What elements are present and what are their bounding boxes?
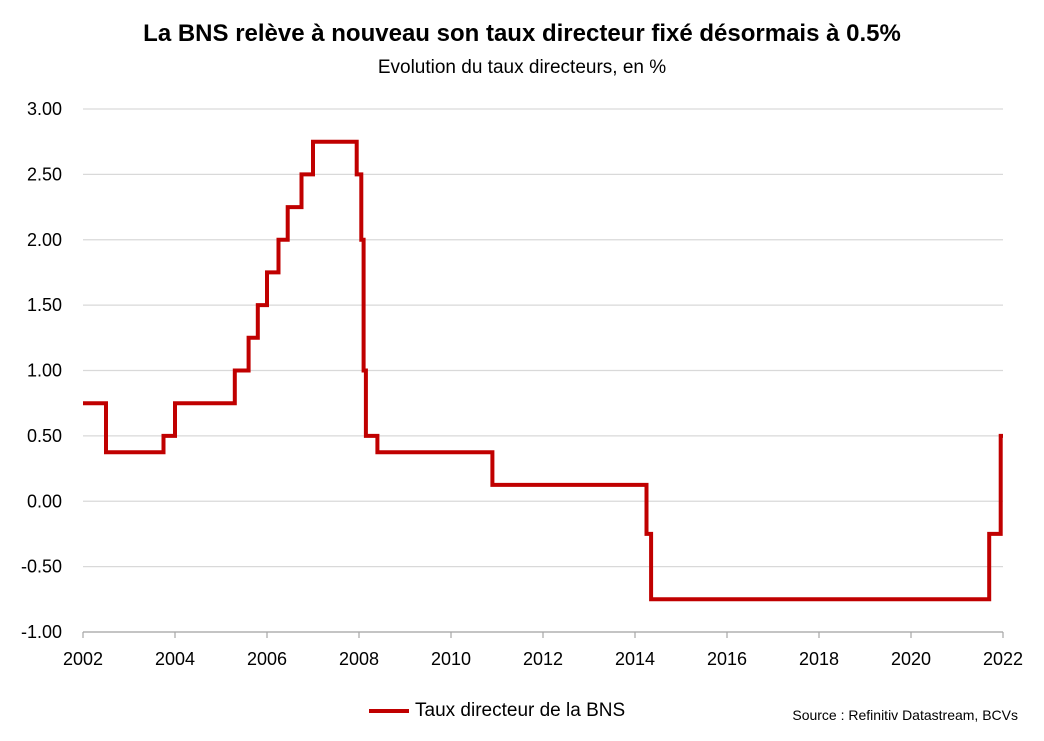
x-tick-label-1: 2004 xyxy=(155,649,195,669)
y-tick-label-7: 2.50 xyxy=(27,164,62,184)
legend: Taux directeur de la BNS xyxy=(369,700,625,722)
legend-swatch xyxy=(369,709,409,713)
x-tick-label-9: 2020 xyxy=(891,649,931,669)
source-note: Source : Refinitiv Datastream, BCVs xyxy=(792,707,1018,723)
y-tick-label-5: 1.50 xyxy=(27,295,62,315)
x-tick-label-7: 2016 xyxy=(707,649,747,669)
y-tick-label-6: 2.00 xyxy=(27,230,62,250)
legend-label: Taux directeur de la BNS xyxy=(415,700,626,721)
y-tick-label-2: 0.00 xyxy=(27,491,62,511)
x-tick-label-5: 2012 xyxy=(523,649,563,669)
y-tick-label-8: 3.00 xyxy=(27,99,62,119)
x-tick-label-2: 2006 xyxy=(247,649,287,669)
y-tick-label-4: 1.00 xyxy=(27,361,62,381)
x-tick-label-3: 2008 xyxy=(339,649,379,669)
y-tick-label-1: -0.50 xyxy=(21,557,62,577)
x-tick-label-0: 2002 xyxy=(63,649,103,669)
series-line-0 xyxy=(83,139,1003,602)
chart-title: La BNS relève à nouveau son taux directe… xyxy=(143,20,901,47)
y-tick-label-3: 0.50 xyxy=(27,426,62,446)
x-tick-label-6: 2014 xyxy=(615,649,655,669)
y-tick-label-0: -1.00 xyxy=(21,622,62,642)
x-tick-label-10: 2022 xyxy=(983,649,1023,669)
chart-subtitle: Evolution du taux directeurs, en % xyxy=(377,57,667,78)
x-tick-label-8: 2018 xyxy=(799,649,839,669)
x-tick-label-4: 2010 xyxy=(431,649,471,669)
